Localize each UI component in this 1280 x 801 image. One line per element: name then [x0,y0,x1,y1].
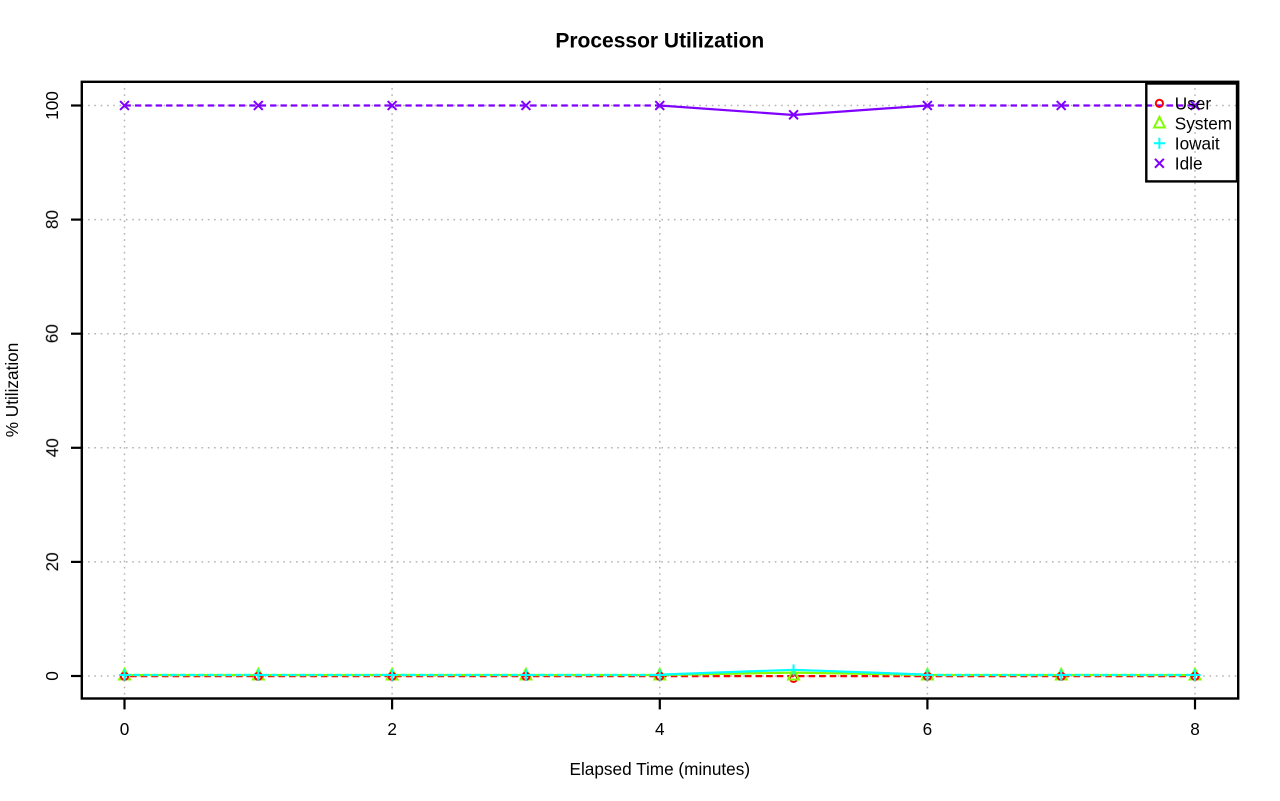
svg-text:4: 4 [655,719,665,739]
svg-text:% Utilization: % Utilization [2,343,22,438]
svg-text:Elapsed Time (minutes): Elapsed Time (minutes) [570,759,751,779]
svg-text:Processor Utilization: Processor Utilization [555,30,764,53]
svg-text:0: 0 [42,671,62,681]
svg-text:8: 8 [1190,719,1200,739]
svg-text:40: 40 [42,438,62,457]
svg-text:6: 6 [923,719,933,739]
svg-text:2: 2 [387,719,397,739]
svg-text:Idle: Idle [1175,153,1203,173]
svg-text:Iowait: Iowait [1175,133,1220,153]
svg-text:System: System [1175,113,1232,133]
svg-text:80: 80 [42,210,62,229]
svg-text:User: User [1175,94,1212,114]
svg-text:0: 0 [120,719,130,739]
svg-text:100: 100 [42,91,62,120]
svg-text:60: 60 [42,324,62,343]
svg-text:20: 20 [42,552,62,571]
